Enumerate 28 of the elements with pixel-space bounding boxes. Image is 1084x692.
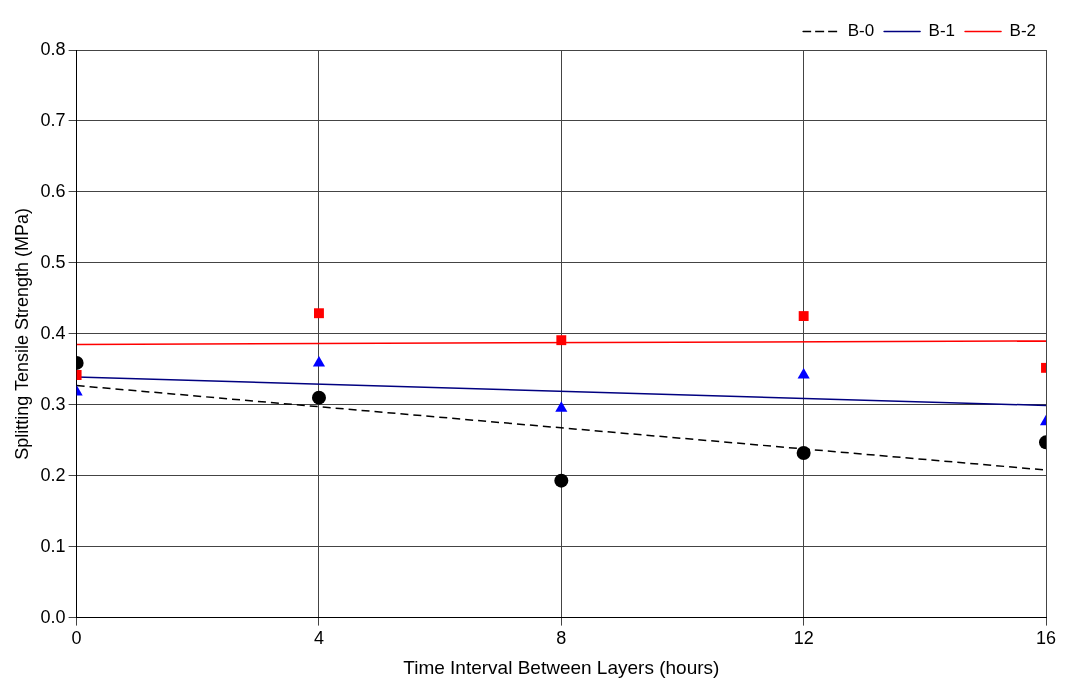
point [314, 308, 324, 319]
x-tick-label: 8 [556, 628, 567, 649]
point [555, 401, 568, 412]
x-tick-label: 16 [1035, 628, 1057, 649]
y-tick-label: 0.5 [40, 251, 66, 272]
y-tick-label: 0.4 [40, 322, 66, 343]
point [796, 446, 811, 460]
legend-label: B-1 [928, 21, 956, 41]
legend-label: B-0 [847, 21, 875, 41]
y-tick-label: 0.2 [40, 464, 66, 485]
point [554, 473, 569, 488]
y-tick-label: 0.6 [40, 180, 66, 201]
point [312, 355, 326, 367]
x-axis-title: Time Interval Between Layers (hours) [403, 656, 720, 678]
x-tick-label: 12 [793, 628, 814, 649]
y-tick-label: 0.1 [40, 535, 66, 556]
x-tick-label: 0 [71, 628, 82, 649]
y-tick-label: 0.8 [40, 38, 66, 59]
y-tick-label: 0.3 [40, 393, 66, 414]
y-tick-label: 0.7 [40, 109, 66, 130]
y-tick-label: 0.0 [40, 606, 66, 627]
point [311, 390, 326, 405]
point [798, 311, 809, 322]
point [556, 335, 567, 346]
y-axis-title: Splitting Tensile Strength (MPa) [11, 207, 32, 460]
point [797, 367, 810, 379]
legend-label: B-2 [1009, 21, 1037, 41]
x-tick-label: 4 [313, 628, 324, 649]
